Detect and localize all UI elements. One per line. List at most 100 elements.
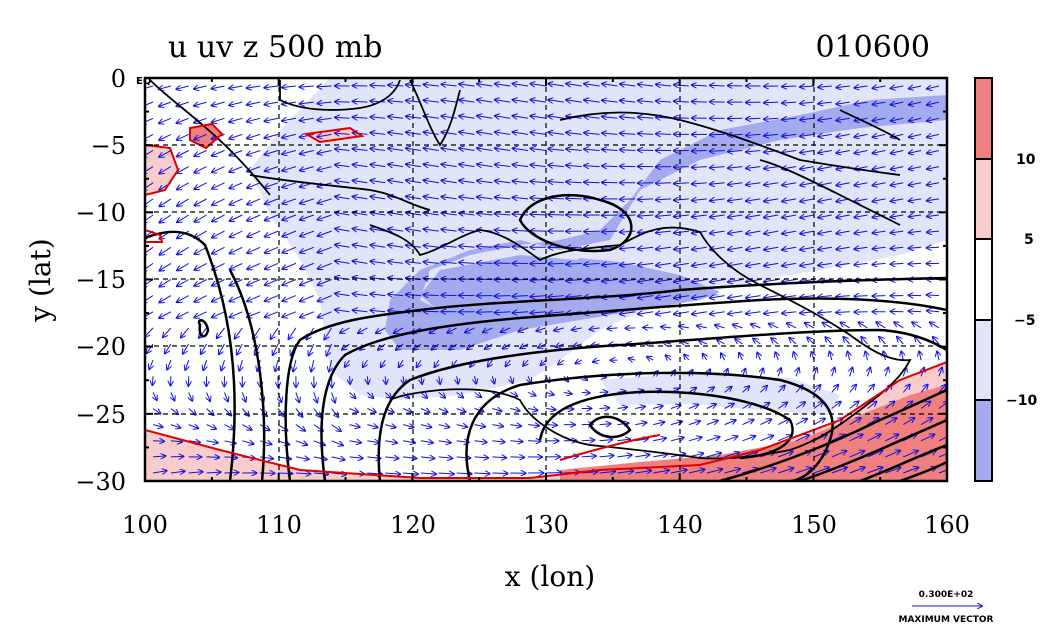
wind-vector bbox=[282, 86, 296, 88]
wind-vector bbox=[247, 102, 261, 105]
wind-vector bbox=[459, 132, 475, 134]
wind-vector bbox=[388, 132, 404, 134]
wind-vector bbox=[656, 101, 672, 102]
wind-vector bbox=[313, 457, 327, 460]
wind-vector bbox=[350, 376, 351, 384]
wind-vector bbox=[194, 279, 207, 286]
wind-vector bbox=[602, 117, 618, 119]
wind-vector bbox=[495, 148, 511, 150]
wind-vector bbox=[159, 117, 172, 123]
wind-vector bbox=[617, 439, 631, 441]
wind-vector bbox=[764, 118, 779, 119]
wind-vector bbox=[167, 359, 171, 369]
wind-vector bbox=[195, 198, 207, 206]
wind-vector bbox=[674, 280, 689, 282]
wind-vector bbox=[566, 100, 582, 102]
wind-vector bbox=[282, 311, 297, 317]
wind-vector bbox=[656, 263, 672, 265]
wind-vector bbox=[459, 246, 475, 247]
wind-vector bbox=[891, 86, 904, 88]
wind-vector bbox=[742, 436, 756, 442]
wind-vector bbox=[264, 102, 279, 105]
wind-vector bbox=[591, 344, 600, 346]
wind-vector bbox=[909, 199, 922, 201]
wind-vector bbox=[265, 262, 279, 269]
wind-vector bbox=[927, 102, 940, 105]
wind-vector bbox=[854, 231, 868, 233]
wind-vector bbox=[724, 453, 739, 458]
wind-vector bbox=[891, 167, 904, 170]
wind-vector bbox=[206, 457, 220, 458]
wind-vector bbox=[674, 215, 689, 217]
wind-vector bbox=[230, 182, 243, 189]
wind-vector bbox=[384, 392, 391, 398]
wind-vector bbox=[388, 213, 404, 216]
wind-vector bbox=[831, 385, 838, 393]
x-tick-label: 150 bbox=[791, 511, 837, 539]
wind-vector bbox=[653, 422, 664, 425]
wind-vector bbox=[710, 231, 725, 233]
wind-vector bbox=[349, 409, 359, 413]
wind-vector bbox=[421, 376, 422, 384]
wind-vector bbox=[295, 424, 305, 431]
wind-vector bbox=[165, 343, 172, 353]
axis-ticks bbox=[144, 77, 948, 482]
wind-vector bbox=[370, 229, 386, 231]
wind-vector bbox=[674, 263, 689, 265]
wind-vector bbox=[620, 231, 636, 232]
wind-vector bbox=[548, 132, 564, 134]
wind-vector bbox=[388, 148, 404, 150]
wind-vector bbox=[265, 214, 279, 220]
wind-vector bbox=[145, 133, 154, 140]
wind-vector bbox=[728, 167, 743, 169]
wind-vector bbox=[212, 86, 225, 89]
wind-vector bbox=[318, 279, 332, 286]
wind-vector bbox=[212, 214, 225, 221]
wind-vector bbox=[177, 230, 189, 238]
wind-vector bbox=[477, 213, 493, 215]
wind-vector bbox=[873, 102, 886, 104]
wind-vector bbox=[920, 402, 930, 409]
wind-vector bbox=[335, 261, 350, 264]
wind-vector bbox=[513, 230, 529, 231]
wind-vector bbox=[459, 116, 475, 118]
wind-vector bbox=[782, 247, 797, 250]
wind-vector bbox=[635, 407, 645, 409]
wind-vector bbox=[831, 435, 845, 442]
wind-vector bbox=[638, 134, 654, 135]
wind-vector bbox=[746, 183, 761, 185]
wind-vector bbox=[177, 214, 189, 222]
wind-vector bbox=[145, 246, 154, 255]
coast-pacific-islands-2 bbox=[839, 109, 901, 141]
wind-vector bbox=[764, 215, 779, 218]
wind-vector bbox=[277, 408, 285, 417]
wind-vector bbox=[335, 165, 350, 167]
wind-vector bbox=[194, 150, 207, 157]
wind-vector bbox=[927, 183, 940, 185]
wind-vector bbox=[230, 214, 243, 221]
wind-vector bbox=[891, 231, 904, 233]
wind-vector bbox=[782, 280, 797, 282]
wind-vector bbox=[782, 231, 797, 234]
wind-vector bbox=[318, 262, 332, 268]
wind-vector bbox=[937, 352, 939, 361]
wind-vector bbox=[699, 340, 708, 344]
wind-vector bbox=[617, 471, 634, 473]
wind-vector bbox=[206, 472, 221, 473]
wind-vector bbox=[836, 183, 850, 186]
wind-vector bbox=[800, 151, 815, 153]
wind-vector bbox=[145, 198, 154, 207]
wind-vector bbox=[778, 468, 793, 474]
wind-vector bbox=[388, 180, 404, 183]
wind-vector bbox=[282, 214, 297, 220]
wind-vector bbox=[706, 437, 720, 442]
wind-vector bbox=[867, 385, 875, 393]
wind-vector bbox=[566, 165, 582, 166]
wind-vector bbox=[160, 198, 172, 206]
wind-vector bbox=[282, 182, 297, 188]
y-axis-label: y (lat) bbox=[24, 238, 57, 322]
wind-vector bbox=[735, 339, 743, 345]
wind-vector bbox=[782, 215, 797, 218]
wind-vector bbox=[456, 409, 466, 412]
wind-vector bbox=[152, 441, 164, 442]
